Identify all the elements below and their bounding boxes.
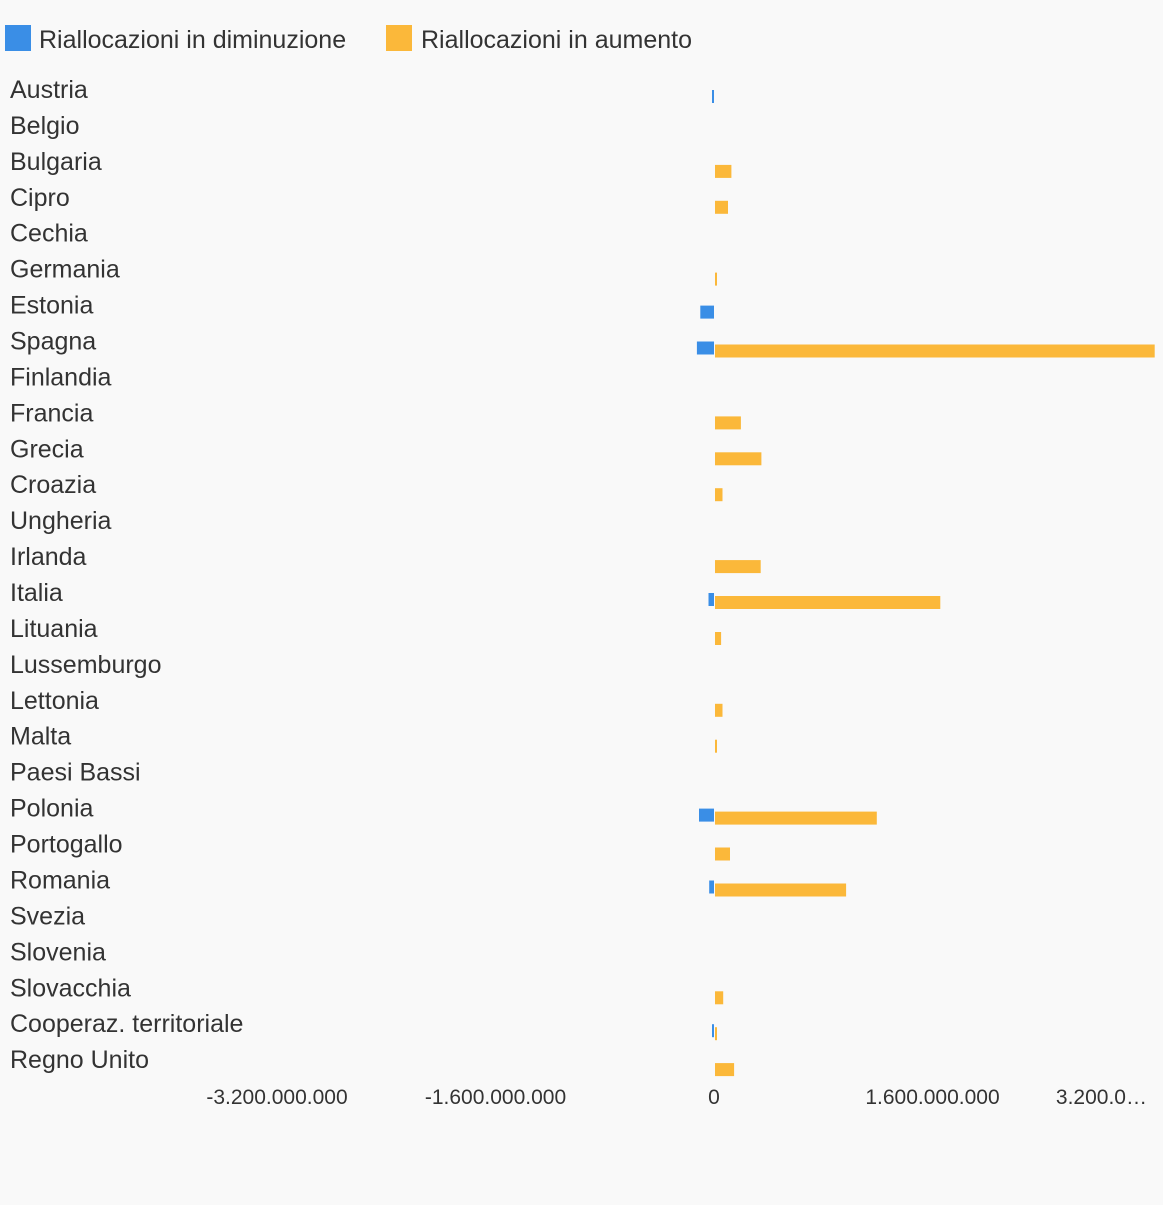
bar-increase-cooperaz-territoriale[interactable] bbox=[715, 1027, 717, 1041]
bar-increase-italia[interactable] bbox=[715, 596, 941, 609]
category-labels: Austria Belgio Bulgaria Cipro Cechia Germania… bbox=[10, 76, 243, 1074]
bars bbox=[696, 90, 1155, 1077]
x-axis: -3.200.000.000 -1.600.000.000 0 1.600.000.0… bbox=[206, 1086, 1147, 1109]
legend: Riallocazioni in diminuzione Riallocazio… bbox=[5, 25, 692, 54]
category-label-spagna: Spagna bbox=[10, 328, 96, 356]
bar-increase-bulgaria[interactable] bbox=[715, 164, 732, 178]
x-tick-label: 1.600.000.000 bbox=[865, 1086, 999, 1109]
bar-increase-irlanda[interactable] bbox=[715, 560, 761, 574]
category-label-slovacchia: Slovacchia bbox=[10, 974, 131, 1002]
bar-increase-slovacchia[interactable] bbox=[715, 991, 724, 1005]
category-label-lettonia: Lettonia bbox=[10, 687, 99, 715]
bar-decrease-romania[interactable] bbox=[709, 880, 714, 894]
legend-swatch-decrease[interactable] bbox=[5, 25, 31, 51]
category-label-irlanda: Irlanda bbox=[10, 543, 87, 571]
category-label-croazia: Croazia bbox=[10, 471, 96, 499]
bar-increase-lettonia[interactable] bbox=[715, 703, 723, 717]
x-tick-label: -3.200.000.000 bbox=[206, 1086, 347, 1109]
bar-increase-polonia[interactable] bbox=[715, 811, 877, 825]
bar-decrease-spagna[interactable] bbox=[696, 341, 714, 355]
bar-increase-grecia[interactable] bbox=[715, 452, 762, 466]
category-label-italia: Italia bbox=[10, 579, 63, 607]
bar-increase-portogallo[interactable] bbox=[715, 847, 730, 861]
bar-increase-regno-unito[interactable] bbox=[715, 1063, 735, 1077]
x-tick-label: -1.600.000.000 bbox=[425, 1086, 566, 1109]
category-label-finlandia: Finlandia bbox=[10, 363, 112, 391]
category-label-belgio: Belgio bbox=[10, 112, 80, 140]
category-label-germania: Germania bbox=[10, 256, 120, 284]
category-label-polonia: Polonia bbox=[10, 795, 93, 823]
x-tick-label: 0 bbox=[708, 1086, 720, 1109]
category-label-lussemburgo: Lussemburgo bbox=[10, 651, 161, 679]
bar-decrease-polonia[interactable] bbox=[699, 808, 714, 822]
category-label-grecia: Grecia bbox=[10, 435, 84, 463]
bar-decrease-cooperaz-territoriale[interactable] bbox=[712, 1024, 714, 1038]
category-label-slovenia: Slovenia bbox=[10, 938, 106, 966]
category-label-svezia: Svezia bbox=[10, 902, 85, 930]
bar-increase-germania[interactable] bbox=[715, 272, 717, 286]
category-label-austria: Austria bbox=[10, 76, 88, 104]
category-label-malta: Malta bbox=[10, 723, 71, 751]
bar-increase-francia[interactable] bbox=[715, 416, 741, 430]
bar-increase-croazia[interactable] bbox=[715, 488, 723, 502]
category-label-paesi-bassi: Paesi Bassi bbox=[10, 759, 141, 787]
bar-increase-lituania[interactable] bbox=[715, 632, 722, 645]
category-label-cipro: Cipro bbox=[10, 184, 70, 212]
category-label-estonia: Estonia bbox=[10, 292, 93, 320]
legend-label-increase[interactable]: Riallocazioni in aumento bbox=[421, 26, 692, 54]
category-label-cooperaz-territoriale: Cooperaz. territoriale bbox=[10, 1010, 243, 1038]
category-label-portogallo: Portogallo bbox=[10, 831, 123, 859]
bar-increase-malta[interactable] bbox=[715, 739, 717, 753]
category-label-bulgaria: Bulgaria bbox=[10, 148, 102, 176]
bar-increase-romania[interactable] bbox=[715, 883, 847, 897]
category-label-romania: Romania bbox=[10, 867, 110, 895]
bar-decrease-austria[interactable] bbox=[712, 90, 714, 103]
bar-decrease-estonia[interactable] bbox=[700, 305, 714, 319]
category-label-francia: Francia bbox=[10, 399, 93, 427]
bar-decrease-italia[interactable] bbox=[708, 593, 715, 606]
x-tick-label: 3.200.0… bbox=[1056, 1086, 1147, 1109]
bar-increase-cipro[interactable] bbox=[715, 200, 728, 214]
category-label-ungheria: Ungheria bbox=[10, 507, 112, 535]
category-label-cechia: Cechia bbox=[10, 220, 88, 248]
bar-increase-spagna[interactable] bbox=[715, 344, 1155, 358]
category-label-lituania: Lituania bbox=[10, 615, 98, 643]
legend-label-decrease[interactable]: Riallocazioni in diminuzione bbox=[39, 26, 346, 54]
category-label-regno-unito: Regno Unito bbox=[10, 1046, 149, 1074]
legend-swatch-increase[interactable] bbox=[386, 25, 412, 51]
